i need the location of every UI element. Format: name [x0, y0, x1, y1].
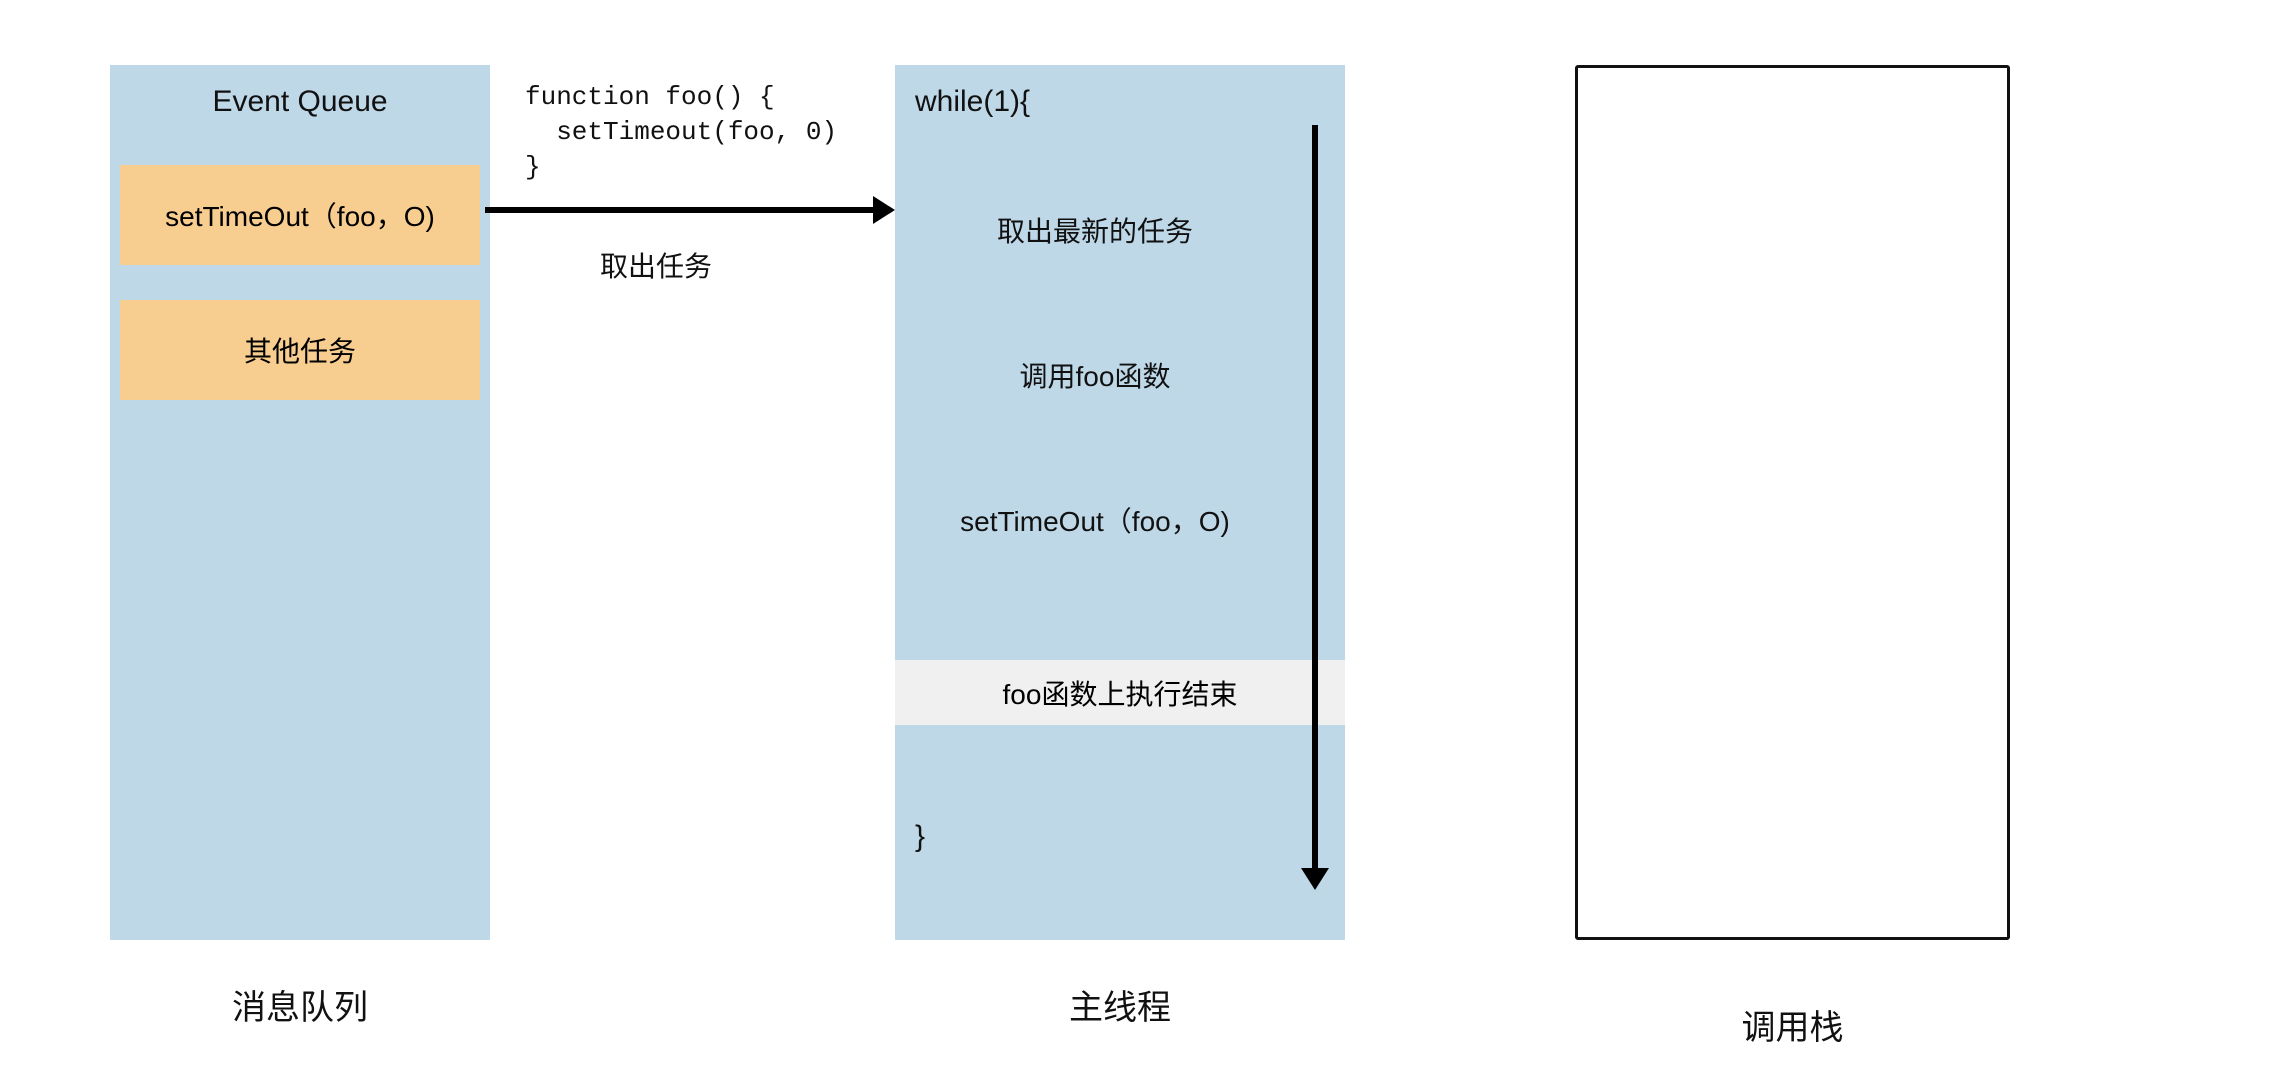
call-stack-panel: [1575, 65, 2010, 940]
queue-task-2: 其他任务: [120, 300, 480, 400]
queue-task-1-label: setTimeOut（foo，O): [165, 195, 435, 235]
arrow-label: 取出任务: [600, 245, 712, 285]
while-close: }: [915, 820, 925, 854]
thread-step-3: setTimeOut（foo，O): [895, 500, 1295, 540]
queue-task-1: setTimeOut（foo，O): [120, 165, 480, 265]
arrow-to-thread-head-icon: [873, 196, 895, 224]
call-stack-label: 调用栈: [1575, 1000, 2010, 1049]
thread-step-highlight: foo函数上执行结束: [895, 660, 1345, 725]
thread-step-highlight-label: foo函数上执行结束: [1003, 673, 1238, 713]
main-thread-label: 主线程: [895, 980, 1345, 1029]
queue-task-2-label: 其他任务: [244, 330, 356, 370]
thread-step-2: 调用foo函数: [895, 355, 1295, 395]
event-queue-title: Event Queue: [110, 85, 490, 119]
diagram-stage: Event Queue setTimeOut（foo，O) 其他任务 funct…: [0, 0, 2284, 1065]
thread-flow-arrow-head-icon: [1301, 868, 1329, 890]
code-snippet: function foo() { setTimeout(foo, 0) }: [525, 80, 837, 185]
while-open: while(1){: [915, 85, 1030, 119]
thread-flow-arrow-line: [1312, 125, 1318, 870]
event-queue-label: 消息队列: [110, 980, 490, 1029]
thread-step-1: 取出最新的任务: [895, 210, 1295, 250]
arrow-to-thread-line: [485, 207, 875, 213]
